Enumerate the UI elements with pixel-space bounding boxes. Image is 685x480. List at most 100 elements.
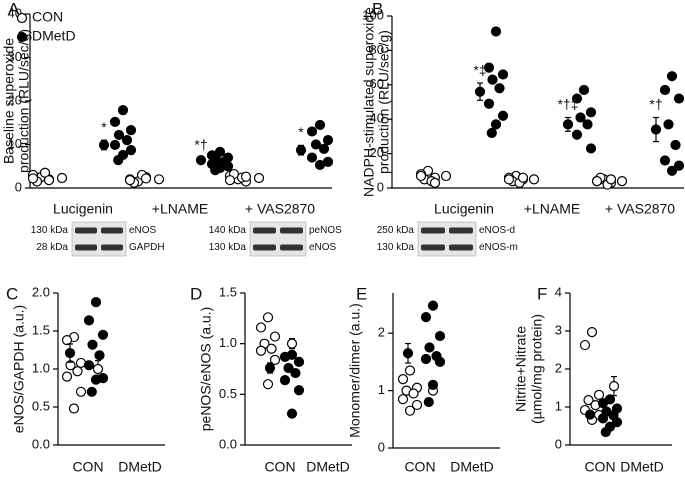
y-tick-label: 1.0 xyxy=(32,360,50,375)
mean-marker xyxy=(264,362,276,374)
data-point xyxy=(43,175,55,186)
data-point xyxy=(61,371,73,382)
y-tick-label: 4 xyxy=(555,284,562,299)
panel-letter: F xyxy=(537,284,547,303)
y-tick-label: 20 xyxy=(8,92,22,107)
blot-band xyxy=(280,244,303,251)
blot-band xyxy=(75,227,97,234)
data-point xyxy=(397,374,409,385)
data-point xyxy=(434,330,446,342)
y-tick-label: 1 xyxy=(555,398,562,413)
data-point xyxy=(286,408,298,419)
data-point xyxy=(269,354,281,365)
data-point xyxy=(427,300,439,311)
y-tick-label: 2 xyxy=(378,325,385,340)
data-point xyxy=(72,366,83,377)
blot-protein: eNOS xyxy=(309,242,337,253)
blot-band xyxy=(253,244,276,251)
data-point xyxy=(427,379,439,390)
data-point xyxy=(579,339,591,351)
data-point xyxy=(210,165,221,176)
data-point xyxy=(483,62,495,73)
data-point xyxy=(497,110,509,121)
blot-kda: 140 kDa xyxy=(209,225,247,236)
x-tick-label: DMetD xyxy=(306,459,350,475)
data-point xyxy=(306,126,318,137)
y-tick-label: 2 xyxy=(555,360,562,375)
data-point xyxy=(125,145,137,156)
data-point xyxy=(240,171,252,182)
data-point xyxy=(408,388,419,399)
annotation: *‡ xyxy=(473,62,486,78)
data-point xyxy=(293,385,305,396)
data-point xyxy=(224,175,236,186)
data-point xyxy=(83,360,95,371)
y-tick-label: 60 xyxy=(370,76,384,91)
y-tick-label: 1.5 xyxy=(219,284,237,299)
data-point xyxy=(125,125,137,136)
data-point xyxy=(591,176,603,187)
y-tick-label: 1.5 xyxy=(32,322,50,337)
y-tick-label: 10 xyxy=(8,136,22,151)
x-tick-label: CON xyxy=(264,459,295,475)
data-point xyxy=(109,139,121,151)
data-point xyxy=(314,119,326,131)
data-point xyxy=(490,26,502,37)
x-tick-label: DMetD xyxy=(118,459,162,475)
mean-marker xyxy=(153,174,165,185)
x-tick-label: + VAS2870 xyxy=(605,201,675,217)
data-point xyxy=(310,139,322,150)
blot-band xyxy=(75,244,97,251)
mean-marker xyxy=(195,155,207,166)
data-point xyxy=(83,315,95,326)
mean-marker xyxy=(474,86,486,97)
data-point xyxy=(269,331,281,342)
blot-image xyxy=(71,221,127,257)
y-tick-label: 0 xyxy=(555,436,562,451)
blot-band xyxy=(280,227,303,234)
data-point xyxy=(255,322,267,333)
annotation: *† xyxy=(194,137,207,153)
data-point xyxy=(670,139,681,151)
data-point xyxy=(575,112,586,123)
y-tick-label: 1 xyxy=(378,382,385,397)
data-point xyxy=(585,107,597,118)
y-axis-label: peNOS/eNOS (a.u.) xyxy=(198,307,214,432)
y-tick-label: 1.0 xyxy=(219,335,237,350)
data-point xyxy=(429,177,441,188)
data-point xyxy=(404,405,416,416)
x-tick-label: CON xyxy=(72,459,103,475)
data-point xyxy=(94,350,105,361)
mean-marker xyxy=(528,174,540,185)
data-point xyxy=(420,312,432,323)
data-point xyxy=(487,74,498,85)
mean-marker xyxy=(616,176,628,187)
data-point xyxy=(113,155,124,166)
data-point xyxy=(585,143,597,154)
data-point xyxy=(666,71,678,82)
x-tick-label: DMetD xyxy=(450,459,494,475)
data-point xyxy=(90,374,102,385)
mean-marker xyxy=(295,145,307,156)
data-point xyxy=(673,160,685,171)
blot-band xyxy=(101,244,123,251)
legend-label: CON xyxy=(32,9,63,25)
y-tick-label: 0.5 xyxy=(32,398,50,413)
data-point xyxy=(666,165,678,176)
y-tick-label: 40 xyxy=(370,111,384,126)
annotation: * xyxy=(298,124,304,140)
y-tick-label: 0 xyxy=(378,439,385,454)
data-point xyxy=(75,386,87,397)
blot-kda: 130 kDa xyxy=(377,242,415,253)
blot-kda: 28 kDa xyxy=(36,242,68,253)
data-point xyxy=(279,351,291,362)
data-point xyxy=(659,84,671,96)
mean-marker xyxy=(402,348,414,359)
data-point xyxy=(290,367,301,379)
y-tick-label: 100 xyxy=(362,7,384,22)
data-point xyxy=(262,312,274,323)
data-point xyxy=(517,172,529,183)
blot-protein: peNOS xyxy=(309,225,342,236)
y-axis-label: eNOS/GAPDH (a.u.) xyxy=(11,305,27,433)
data-point xyxy=(411,399,423,411)
